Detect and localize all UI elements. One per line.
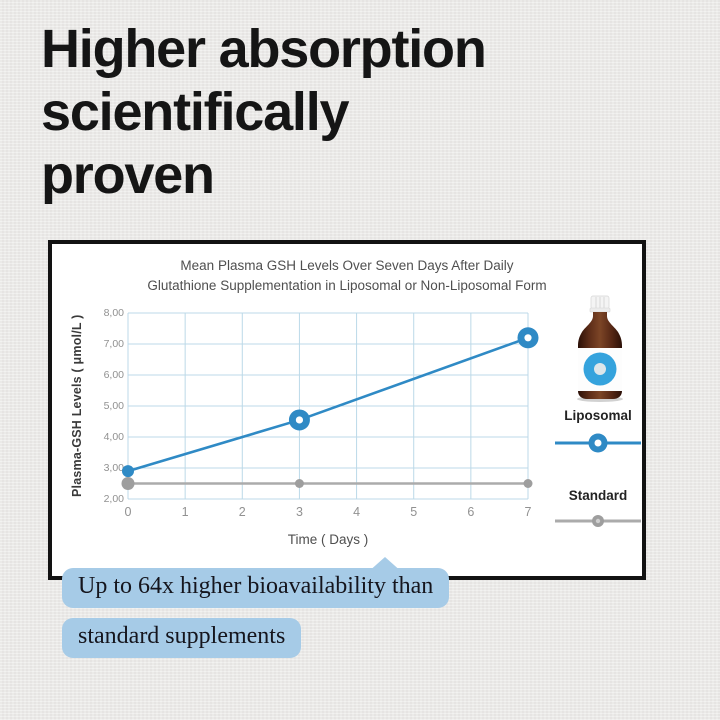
y-tick-label: 3,00 [103,462,124,474]
page-title-line: Higher absorption [41,19,487,79]
x-axis-ticks: 0 1 2 3 4 5 6 7 [125,505,532,521]
liposomal-legend-label: Liposomal [564,408,632,423]
page-title: Higher absorption scientifically proven [41,18,487,208]
x-tick-label: 0 [124,505,132,519]
chart-card: Mean Plasma GSH Levels Over Seven Days A… [48,240,646,580]
standard-marker-icon [552,513,644,534]
y-tick-label: 7,00 [103,338,124,350]
callout-bubble-2: standard supplements [62,618,302,658]
chart-plot [121,312,539,500]
chart-title: Mean Plasma GSH Levels Over Seven Days A… [52,256,642,297]
liposomal-marker-icon [552,432,644,459]
x-tick-label: 2 [238,505,246,519]
bottle-icon [577,295,623,402]
x-axis-label: Time ( Days ) [287,532,369,547]
chart-title-line: Mean Plasma GSH Levels Over Seven Days A… [180,258,514,273]
x-tick-label: 6 [467,505,475,519]
y-axis-ticks: 8,00 7,00 6,00 5,00 4,00 3,00 2,00 [86,307,124,505]
x-tick-label: 4 [353,505,361,519]
y-tick-label: 6,00 [103,369,124,381]
y-tick-label: 5,00 [103,400,124,412]
page-title-line: proven [41,145,215,206]
x-tick-label: 3 [295,505,303,519]
callout-text-2: standard supplements [78,623,286,649]
standard-legend-label: Standard [568,488,628,503]
chart-title-line: Glutathione Supplementation in Liposomal… [147,278,547,294]
x-tick-label: 7 [524,505,532,519]
y-axis-label: Plasma-GSH Levels ( μmol/L ) [70,314,84,498]
y-tick-label: 2,00 [103,493,124,505]
y-tick-label: 8,00 [103,307,124,319]
x-tick-label: 5 [410,505,418,519]
page-title-line: scientifically [41,82,350,143]
y-tick-label: 4,00 [103,431,124,443]
callout-text-1: Up to 64x higher bioavailability than [78,573,434,599]
callout-bubble-1: Up to 64x higher bioavailability than [62,568,450,608]
x-tick-label: 1 [181,505,189,519]
